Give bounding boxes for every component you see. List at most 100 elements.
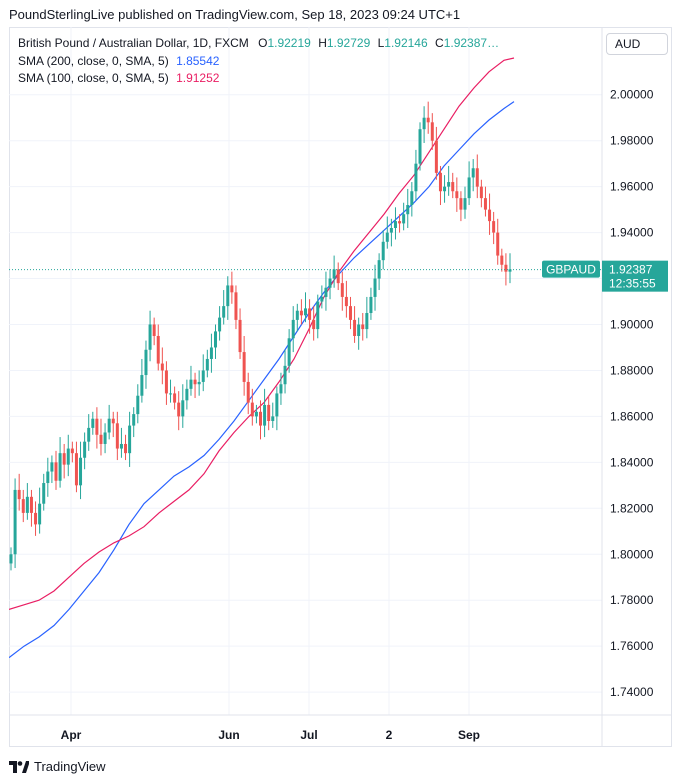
candle-body — [336, 269, 340, 284]
candle-body — [312, 319, 316, 330]
candle-body — [275, 393, 279, 417]
candle-body — [111, 418, 115, 424]
candle-body — [222, 306, 226, 318]
candle-body — [259, 411, 262, 426]
legend-symbol-row: British Pound / Australian Dollar, 1D, F… — [18, 36, 499, 50]
candle-body — [254, 411, 258, 417]
candle-body — [283, 365, 287, 385]
last-price-value: 1.92387 — [609, 263, 653, 277]
candle-body — [25, 496, 29, 513]
publisher-line: PoundSterlingLive published on TradingVi… — [9, 7, 461, 22]
y-tick-label: 1.84000 — [610, 455, 654, 469]
candle-body — [348, 306, 352, 320]
sma200-line — [9, 101, 515, 659]
y-tick-label: 1.82000 — [610, 501, 654, 515]
candle-body — [70, 448, 74, 454]
candle-body — [438, 172, 442, 192]
candle-body — [385, 232, 389, 242]
y-tick-label: 1.98000 — [610, 134, 654, 148]
ohlc-high-value: 1.92729 — [326, 36, 371, 50]
candle-body — [29, 496, 33, 513]
candle-body — [62, 453, 66, 465]
symbol-tag-label: GBPAUD — [546, 263, 596, 277]
candle-body — [324, 287, 328, 297]
candle-body — [242, 352, 246, 382]
candle-body — [214, 331, 218, 348]
candle-body — [361, 324, 365, 330]
candle-body — [414, 163, 418, 192]
candle-body — [295, 310, 299, 320]
candle-body — [463, 198, 467, 210]
candle-body — [91, 418, 95, 428]
candlestick-chart[interactable]: 2.000001.980001.960001.940001.920001.900… — [9, 27, 672, 747]
candle-body — [279, 384, 283, 394]
candle-body — [320, 296, 324, 302]
candle-body — [467, 177, 471, 199]
candle-body — [398, 221, 402, 224]
candle-body — [377, 260, 381, 279]
candle-body — [246, 381, 250, 403]
sma200-value: 1.85542 — [176, 54, 220, 68]
candle-body — [479, 186, 483, 199]
candle-body — [107, 418, 111, 433]
candle-body — [475, 168, 479, 187]
ohlc-open-label: O — [258, 36, 268, 50]
candle-body — [393, 221, 397, 229]
candle-body — [173, 393, 177, 403]
candle-body — [250, 402, 254, 417]
candle-body — [164, 370, 168, 394]
candle-body — [193, 379, 197, 385]
ohlc-low-label: L — [377, 36, 385, 50]
candle-body — [303, 308, 307, 316]
candle-body — [357, 324, 361, 336]
candle-body — [95, 418, 99, 435]
candle-body — [132, 414, 136, 426]
candle-body — [58, 453, 62, 481]
y-tick-label: 1.76000 — [610, 639, 654, 653]
candle-body — [38, 503, 42, 525]
candle-body — [83, 441, 87, 458]
candle-body — [406, 205, 410, 215]
candle-body — [144, 349, 148, 376]
y-tick-label: 1.74000 — [610, 685, 654, 699]
candle-body — [443, 186, 447, 192]
candle-body — [287, 338, 291, 366]
candle-body — [21, 499, 25, 513]
candle-body — [500, 255, 504, 265]
candle-body — [365, 313, 369, 330]
tradingview-logo-icon — [9, 760, 29, 773]
candle-body — [430, 122, 434, 141]
sma100-label: SMA (100, close, 0, SMA, 5) — [18, 71, 169, 85]
candle-body — [234, 292, 238, 320]
candle-body — [267, 404, 271, 421]
candle-body — [136, 395, 140, 415]
candle-body — [230, 285, 234, 293]
sma200-label: SMA (200, close, 0, SMA, 5) — [18, 54, 169, 68]
candle-body — [218, 317, 222, 332]
candle-body — [197, 381, 201, 385]
candle-body — [496, 232, 500, 256]
ohlc-open-value: 1.92219 — [267, 36, 311, 50]
legend-sma100-row[interactable]: SMA (100, close, 0, SMA, 5) 1.91252 — [18, 71, 219, 85]
candle-body — [402, 214, 406, 224]
x-tick-label: Jul — [300, 728, 317, 742]
candle-body — [373, 278, 377, 297]
candle-body — [353, 319, 357, 336]
candle-body — [332, 269, 336, 279]
candle-body — [455, 191, 459, 199]
candle-body — [426, 117, 430, 123]
y-tick-label: 1.88000 — [610, 363, 654, 377]
y-tick-label: 1.78000 — [610, 593, 654, 607]
x-tick-label: Apr — [61, 728, 82, 742]
candle-body — [9, 554, 13, 564]
x-tick-label: Jun — [218, 728, 239, 742]
sma100-value: 1.91252 — [176, 71, 220, 85]
legend-sma200-row[interactable]: SMA (200, close, 0, SMA, 5) 1.85542 — [18, 54, 219, 68]
candle-body — [50, 462, 54, 472]
candle-body — [160, 363, 164, 371]
candle-body — [369, 296, 373, 314]
y-tick-label: 1.96000 — [610, 180, 654, 194]
candle-body — [34, 512, 38, 525]
currency-unit-button[interactable]: AUD — [606, 33, 668, 55]
candle-body — [66, 448, 70, 465]
